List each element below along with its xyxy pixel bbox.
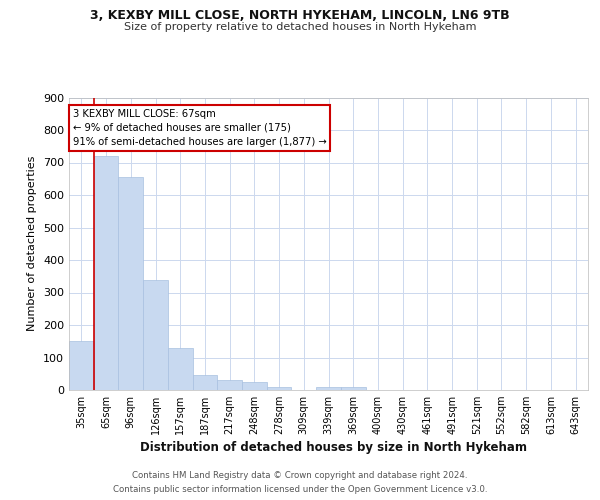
Text: Contains HM Land Registry data © Crown copyright and database right 2024.: Contains HM Land Registry data © Crown c… (132, 472, 468, 480)
Bar (94, 156, 118, 390)
Bar (118, 177, 143, 390)
Bar (143, 280, 168, 390)
Bar (69, 341, 94, 390)
Text: Distribution of detached houses by size in North Hykeham: Distribution of detached houses by size … (140, 441, 527, 454)
Y-axis label: Number of detached properties: Number of detached properties (28, 156, 37, 332)
Bar (193, 376, 217, 390)
Text: 3 KEXBY MILL CLOSE: 67sqm
← 9% of detached houses are smaller (175)
91% of semi-: 3 KEXBY MILL CLOSE: 67sqm ← 9% of detach… (73, 109, 326, 147)
Bar (316, 388, 341, 390)
Bar (242, 382, 267, 390)
Text: Size of property relative to detached houses in North Hykeham: Size of property relative to detached ho… (124, 22, 476, 32)
Text: 3, KEXBY MILL CLOSE, NORTH HYKEHAM, LINCOLN, LN6 9TB: 3, KEXBY MILL CLOSE, NORTH HYKEHAM, LINC… (90, 9, 510, 22)
Bar (341, 388, 365, 390)
Bar (217, 380, 242, 390)
Text: Contains public sector information licensed under the Open Government Licence v3: Contains public sector information licen… (113, 484, 487, 494)
Bar (267, 387, 292, 390)
Bar (168, 348, 193, 390)
